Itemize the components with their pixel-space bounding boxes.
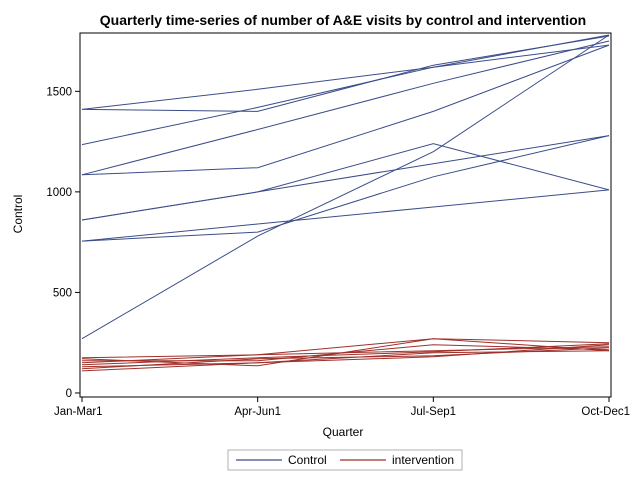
- plot-frame: [79, 32, 612, 398]
- y-axis-label: Control: [11, 195, 25, 234]
- series-line-control-5: [81, 44, 610, 176]
- x-tick-label: Apr-Jun1: [234, 406, 281, 418]
- legend: Control intervention: [227, 449, 463, 471]
- series-line-intervention-5: [81, 343, 610, 366]
- series-line-intervention-8: [81, 344, 610, 372]
- axes: 0 500 1000 1500 Jan-Mar1 Apr-Jun1 Jul-Sep1 Oct-…: [46, 86, 630, 418]
- x-tick-label: Oct-Dec1: [581, 406, 630, 418]
- series-line-control-8: [81, 135, 610, 242]
- y-tick-label: 0: [66, 388, 72, 400]
- y-tick-label: 1500: [46, 86, 72, 98]
- series-line-control-7: [81, 135, 610, 221]
- series-line-control-10: [81, 34, 610, 340]
- series-line-control-6: [81, 143, 610, 221]
- legend-label-control: Control: [288, 453, 327, 467]
- series-lines: [81, 34, 610, 372]
- series-line-control-3: [81, 34, 610, 146]
- legend-label-intervention: intervention: [392, 453, 454, 467]
- series-line-control-2: [81, 44, 610, 110]
- series-line-intervention-7: [81, 347, 610, 370]
- chart-title: Quarterly time-series of number of A&E v…: [100, 12, 586, 28]
- y-tick-label: 1000: [46, 187, 72, 199]
- y-tick-label: 500: [53, 287, 72, 299]
- x-tick-label: Jan-Mar1: [54, 406, 103, 418]
- series-line-intervention-1: [81, 338, 610, 359]
- series-line-control-9: [81, 189, 610, 242]
- x-tick-label: Jul-Sep1: [411, 406, 456, 418]
- series-line-intervention-4: [81, 346, 610, 364]
- series-line-control-4: [81, 40, 610, 176]
- x-axis-label: Quarter: [323, 425, 364, 439]
